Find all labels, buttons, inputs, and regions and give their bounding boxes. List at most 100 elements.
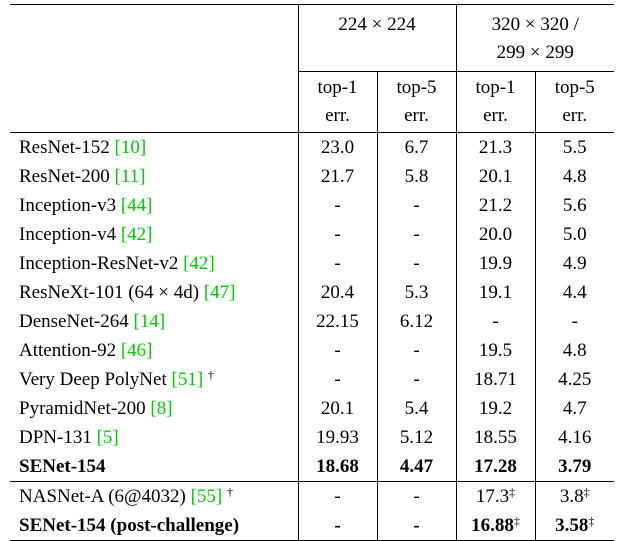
footnote-mark: † [207, 368, 214, 382]
citation-link[interactable]: [42] [120, 224, 153, 245]
error-value-cell: 5.0 [534, 220, 614, 249]
error-value-cell: - [376, 220, 456, 249]
model-name-cell: DPN-131 [5] [10, 423, 298, 452]
model-name: NASNet-A (6@4032) [19, 486, 191, 507]
error-value: - [571, 311, 578, 332]
main-results-body: ResNet-152 [10] 23.0 6.7 21.3 5.5 ResNet-200 … [10, 132, 614, 482]
footnote-mark: ‡ [588, 514, 595, 528]
table-row: Attention-92 [46] - - 19.5 4.8 [10, 336, 614, 365]
model-name: DenseNet-264 [19, 311, 134, 332]
error-value-cell: 3.79 [534, 452, 614, 482]
error-value: 5.12 [399, 427, 434, 448]
model-name-cell: ResNet-200 [11] [10, 162, 298, 191]
error-value: 4.9 [562, 253, 587, 274]
error-value-cell: - [376, 249, 456, 278]
header-top1-label: top-1 [475, 77, 516, 98]
model-name-cell: DenseNet-264 [14] [10, 307, 298, 336]
citation-link[interactable]: [10] [114, 137, 147, 158]
error-value: 16.88 [471, 515, 514, 536]
model-name: ResNet-200 [19, 166, 115, 187]
model-name-cell: NASNet-A (6@4032) [55] † [10, 482, 298, 512]
error-value-cell: 17.3‡ [455, 481, 535, 511]
error-value-cell: - [534, 307, 614, 336]
model-name-cell: Inception-v4 [42] [10, 220, 298, 249]
citation-link[interactable]: [11] [114, 166, 146, 187]
error-value: 20.1 [478, 166, 513, 187]
error-value-cell: 20.4 [297, 278, 377, 307]
model-name-cell: SENet-154 [10, 452, 298, 482]
header-err-label: err. [562, 105, 588, 126]
error-value-cell: - [297, 365, 377, 394]
header-group-320: 320 × 320 / 299 × 299 [455, 4, 614, 72]
error-value: - [334, 195, 341, 216]
error-value: 3.79 [558, 456, 592, 477]
error-value: 6.12 [399, 311, 434, 332]
error-value-cell: 5.8 [376, 162, 456, 191]
error-value: 18.55 [474, 427, 517, 448]
table-row: ResNet-152 [10] 23.0 6.7 21.3 5.5 [10, 132, 614, 163]
error-value-cell: 17.28 [455, 452, 535, 482]
header-err-label: err. [325, 105, 350, 126]
table-row: NASNet-A (6@4032) [55] † - -17.3‡ 3.8‡ [10, 481, 614, 512]
footnote-mark: ‡ [509, 485, 516, 499]
error-value: 5.6 [562, 195, 587, 216]
error-value-cell: 23.0 [297, 132, 377, 162]
citation-link[interactable]: [51] [171, 369, 204, 390]
error-value: 5.3 [404, 282, 429, 303]
citation-link[interactable]: [14] [133, 311, 166, 332]
table-row: Inception-ResNet-v2 [42] - - 19.9 4.9 [10, 249, 614, 278]
citation-link[interactable]: [42] [183, 253, 215, 274]
header-group-224: 224 × 224 [297, 4, 456, 72]
citation-link[interactable]: [5] [96, 427, 119, 448]
error-value-cell: 20.0 [455, 220, 535, 249]
footnote-mark: † [227, 485, 233, 499]
error-value-cell: 5.4 [376, 394, 456, 423]
error-value-cell: - [376, 191, 456, 220]
citation-link[interactable]: [8] [150, 398, 173, 419]
error-value: 5.4 [404, 398, 429, 419]
footnote-mark: ‡ [583, 485, 590, 499]
error-value-cell: 4.8 [534, 336, 614, 365]
error-value-cell: 6.12 [376, 307, 456, 336]
error-value-cell: 19.93 [297, 423, 377, 452]
model-name-cell: ResNeXt-101 (64 × 4d) [47] [10, 278, 298, 307]
model-name-cell: Attention-92 [46] [10, 336, 298, 365]
error-value: - [334, 369, 341, 390]
error-value-cell: - [297, 191, 377, 220]
error-value: - [334, 224, 341, 245]
model-name: SENet-154 (post-challenge) [19, 515, 240, 536]
table-row: DPN-131 [5] 19.93 5.12 18.55 4.16 [10, 423, 614, 452]
header-top5-320: top-5 err. [534, 71, 614, 133]
error-value: - [492, 311, 499, 332]
header-top1-label: top-1 [317, 77, 358, 98]
table-row: SENet-154 18.68 4.47 17.28 3.79 [10, 452, 614, 482]
model-name: Inception-ResNet-v2 [19, 253, 184, 274]
citation-link[interactable]: [47] [203, 282, 236, 303]
header-top5-224: top-5 err. [376, 71, 456, 133]
footnote-mark: ‡ [513, 514, 520, 528]
error-value: 23.0 [320, 137, 355, 158]
citation-link[interactable]: [46] [120, 340, 153, 361]
error-value: 20.1 [320, 398, 355, 419]
model-name: ResNet-152 [19, 137, 115, 158]
error-value-cell: 19.1 [455, 278, 535, 307]
error-value: - [334, 486, 341, 507]
model-name-cell: ResNet-152 [10] [10, 133, 298, 163]
error-value: - [413, 253, 420, 274]
error-value-cell: - [376, 511, 456, 541]
citation-link[interactable]: [44] [120, 195, 153, 216]
error-value: - [413, 515, 420, 536]
error-value-cell: 20.1 [455, 162, 535, 191]
citation-link[interactable]: [55] [190, 486, 223, 507]
error-value-cell: 4.9 [534, 249, 614, 278]
table-row: ResNeXt-101 (64 × 4d) [47] 20.4 5.3 19.1 4.4 [10, 278, 614, 307]
header-group-row: 224 × 224 320 × 320 / 299 × 299 [10, 4, 614, 72]
error-value: 5.8 [404, 166, 429, 187]
model-name: PyramidNet-200 [19, 398, 151, 419]
error-value: 4.8 [562, 166, 587, 187]
error-value: 4.25 [558, 369, 592, 390]
header-top5-label: top-5 [554, 77, 595, 98]
error-value-cell: 3.8‡ [534, 481, 614, 511]
error-value: 19.1 [478, 282, 513, 303]
model-name-cell: Inception-v3 [44] [10, 191, 298, 220]
